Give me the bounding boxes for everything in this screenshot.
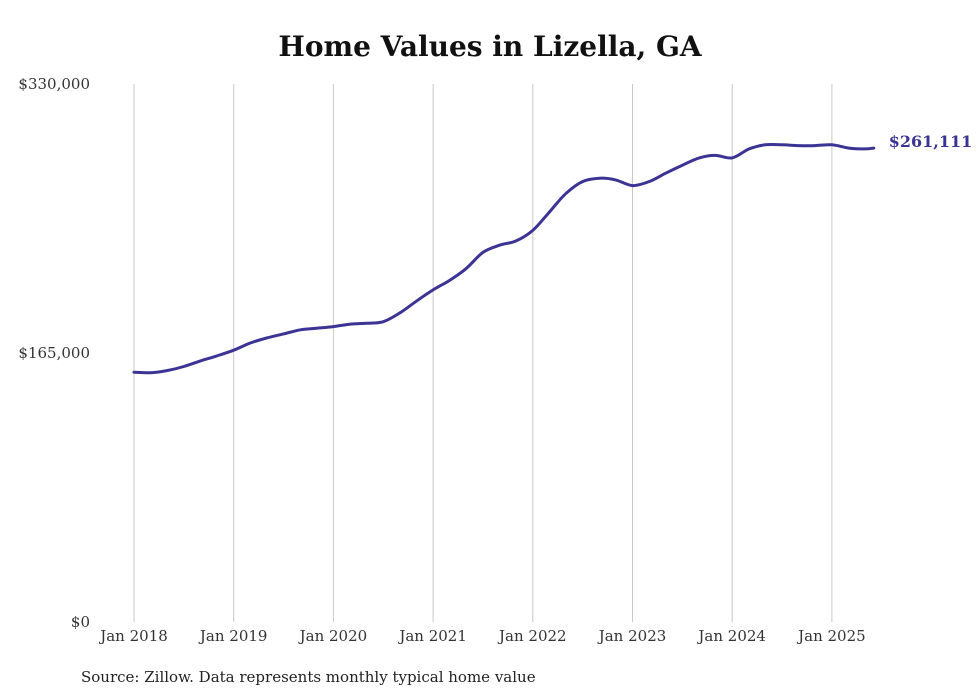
- grid-lines: [133, 84, 833, 622]
- x-tick-label: Jan 2022: [497, 627, 567, 645]
- x-tick-label: Jan 2020: [298, 627, 368, 645]
- source-note: Source: Zillow. Data represents monthly …: [81, 668, 536, 686]
- x-tick-label: Jan 2021: [397, 627, 467, 645]
- x-axis-tick-labels: Jan 2018 Jan 2019 Jan 2020 Jan 2021 Jan 2022…: [98, 627, 865, 645]
- home-value-line: [132, 142, 876, 375]
- y-tick-label: $165,000: [18, 344, 90, 362]
- y-tick-label: $0: [71, 613, 90, 631]
- x-tick-label: Jan 2018: [98, 627, 168, 645]
- x-tick-label: Jan 2023: [597, 627, 667, 645]
- chart-title: Home Values in Lizella, GA: [278, 30, 702, 63]
- y-axis-tick-labels: $0 $165,000 $330,000: [18, 75, 90, 631]
- x-tick-label: Jan 2019: [198, 627, 268, 645]
- y-tick-label: $330,000: [18, 75, 90, 93]
- end-value-label: $261,111: [889, 132, 973, 151]
- x-tick-label: Jan 2025: [796, 627, 866, 645]
- x-tick-label: Jan 2024: [696, 627, 766, 645]
